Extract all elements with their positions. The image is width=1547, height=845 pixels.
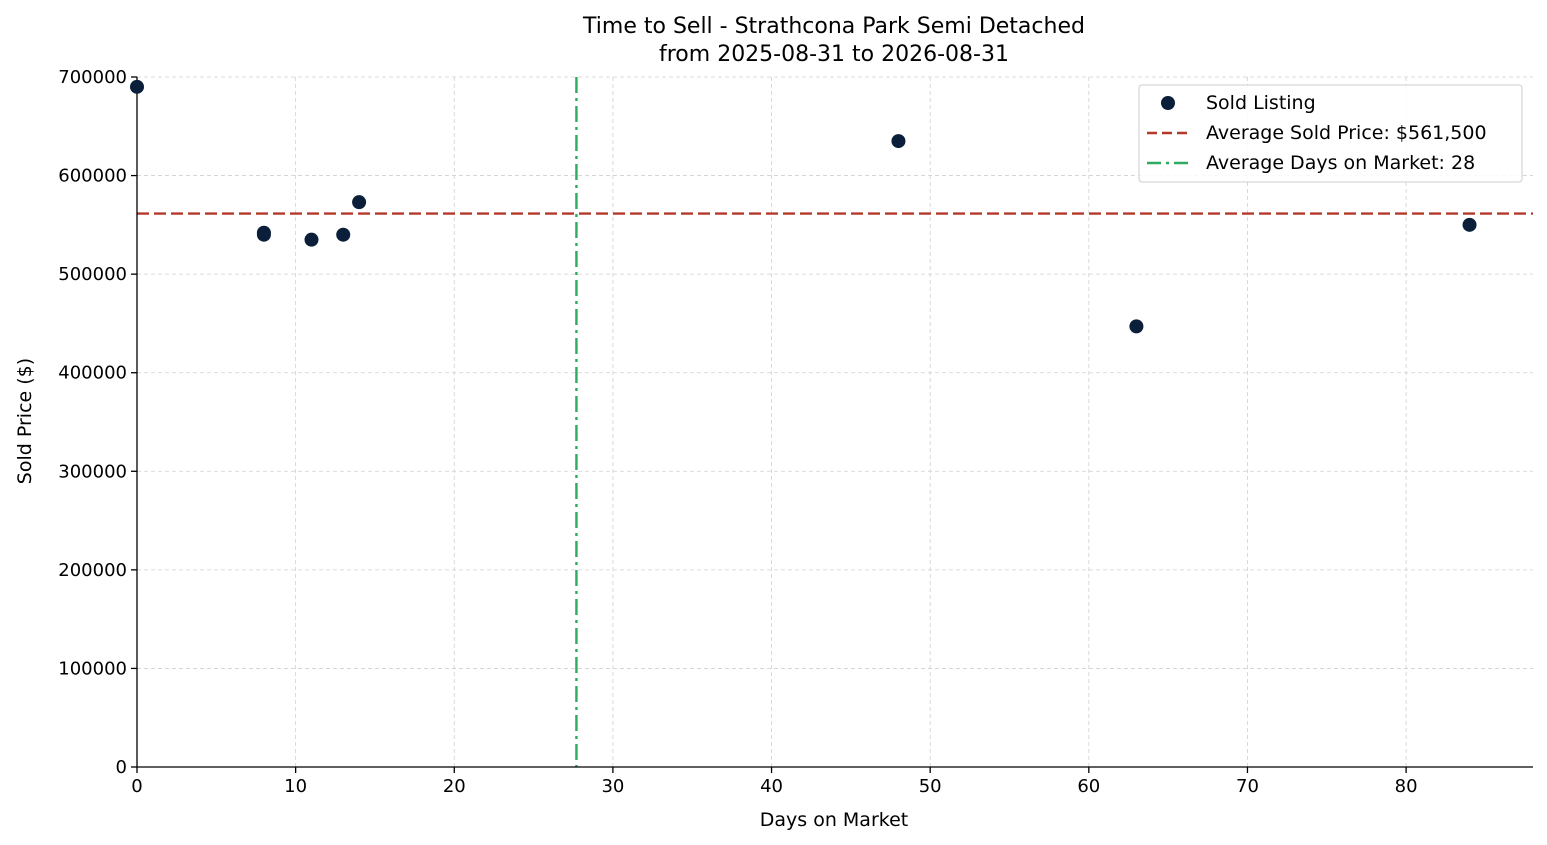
- data-points: [130, 79, 1477, 334]
- tick-labels: 0 10 20 30 40 50 60 70 80 0 100000 200000 300000 4000…: [58, 67, 1417, 797]
- legend-label-average-price: Average Sold Price: $561,500: [1206, 122, 1487, 144]
- x-tick-label: 0: [131, 776, 142, 797]
- y-tick-label: 200000: [58, 560, 127, 581]
- sold-listing-point: [891, 134, 906, 149]
- x-tick-label: 70: [1236, 776, 1259, 797]
- chart-title: Time to Sell - Strathcona Park Semi Deta…: [582, 14, 1085, 39]
- sold-listing-point: [1129, 319, 1144, 334]
- y-tick-label: 300000: [58, 461, 127, 482]
- sold-listing-point: [130, 79, 144, 94]
- y-axis-label: Sold Price ($): [14, 358, 36, 484]
- legend-label-average-days: Average Days on Market: 28: [1206, 152, 1475, 174]
- legend: Sold Listing Average Sold Price: $561,50…: [1138, 84, 1523, 183]
- legend-label-sold-listing: Sold Listing: [1206, 92, 1316, 114]
- y-tick-label: 600000: [58, 166, 127, 187]
- y-tick-label: 700000: [58, 67, 127, 88]
- x-tick-label: 60: [1077, 776, 1100, 797]
- y-tick-label: 0: [116, 757, 127, 778]
- axes: [131, 76, 1533, 773]
- legend-box: [1138, 84, 1523, 183]
- x-axis-label: Days on Market: [760, 809, 908, 831]
- x-tick-label: 30: [601, 776, 624, 797]
- x-tick-label: 10: [284, 776, 307, 797]
- legend-marker-sold-listing: [1161, 96, 1175, 110]
- sold-listing-point: [304, 232, 319, 247]
- chart-subtitle: from 2025-08-31 to 2026-08-31: [659, 42, 1009, 67]
- sold-listing-point: [256, 225, 271, 240]
- y-tick-label: 400000: [58, 363, 127, 384]
- sold-listing-point: [336, 227, 351, 242]
- sold-listing-point: [1462, 217, 1477, 232]
- y-tick-label: 100000: [58, 658, 127, 679]
- y-tick-label: 500000: [58, 264, 127, 285]
- reference-lines: [137, 77, 1533, 767]
- x-tick-label: 40: [760, 776, 783, 797]
- x-tick-label: 80: [1395, 776, 1418, 797]
- sold-listing-point: [352, 195, 367, 210]
- x-tick-label: 50: [919, 776, 942, 797]
- x-tick-label: 20: [443, 776, 466, 797]
